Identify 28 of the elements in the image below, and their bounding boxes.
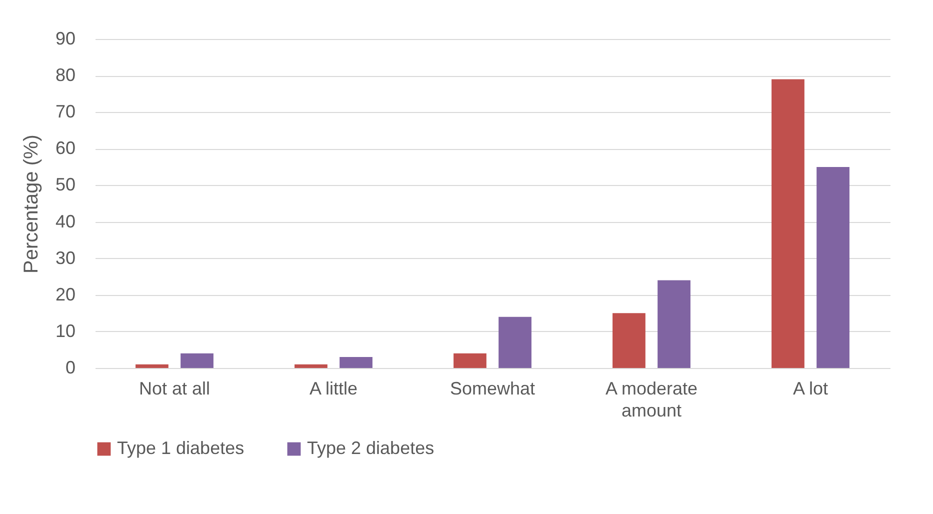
bar xyxy=(816,166,850,368)
bar xyxy=(180,353,214,368)
bar xyxy=(612,313,646,368)
y-tick-label: 0 xyxy=(65,358,76,378)
y-axis-title: Percentage (%) xyxy=(20,134,42,274)
y-tick-label: 80 xyxy=(55,65,76,86)
y-tick-label: 40 xyxy=(55,211,76,232)
y-tick-label: 20 xyxy=(55,284,76,304)
x-tick-label: Somewhat xyxy=(450,378,536,398)
legend-label: Type 1 diabetes xyxy=(117,438,244,458)
bar xyxy=(340,357,372,368)
y-tick-label: 10 xyxy=(55,320,76,341)
bar xyxy=(454,353,486,368)
x-tick-label: A moderate amount xyxy=(605,378,698,420)
y-tick-label: 50 xyxy=(55,174,76,195)
x-tick-label: Not at all xyxy=(138,378,210,398)
legend-label: Type 2 diabetes xyxy=(307,438,434,458)
y-tick-label: 60 xyxy=(55,138,76,158)
x-tick-label: A lot xyxy=(792,378,828,398)
x-tick-label: A little xyxy=(309,378,358,398)
bar xyxy=(136,364,168,368)
bar xyxy=(498,316,532,368)
y-tick-label: 30 xyxy=(55,248,76,268)
bar xyxy=(294,364,328,368)
y-tick-label: 70 xyxy=(55,102,76,122)
y-tick-label: 90 xyxy=(55,28,76,48)
bar xyxy=(658,280,690,368)
bar xyxy=(772,79,804,368)
